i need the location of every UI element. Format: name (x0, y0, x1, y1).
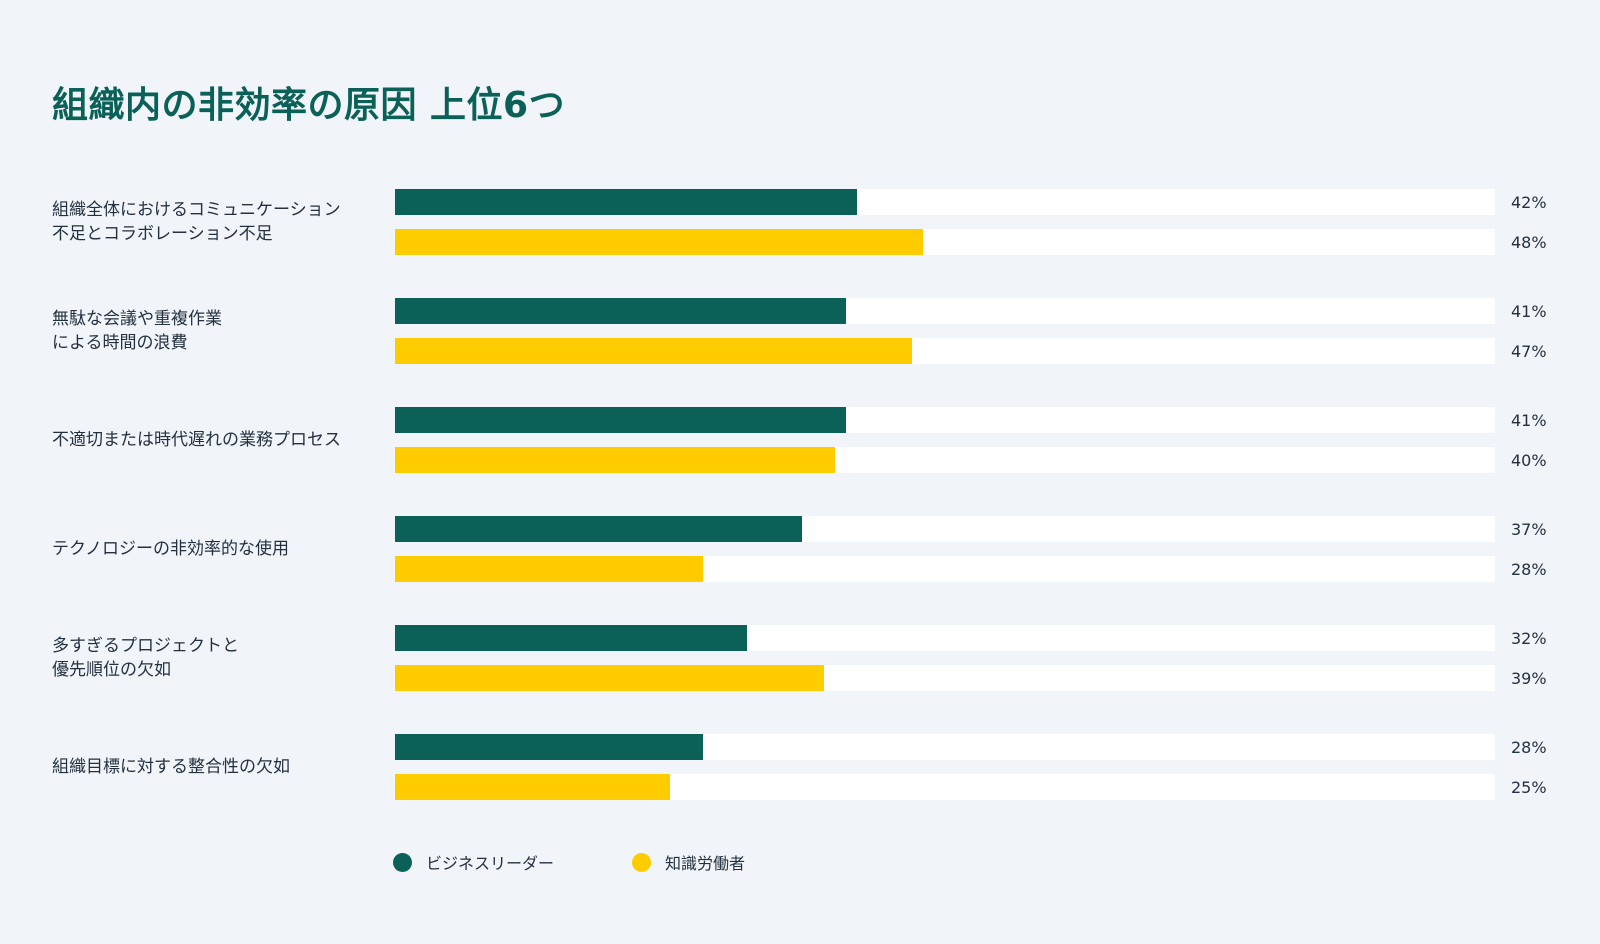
bar-knowledge-workers (395, 338, 912, 364)
bar-knowledge-workers (395, 774, 670, 800)
category-label: 不適切または時代遅れの業務プロセス (52, 430, 341, 450)
bar-business-leaders (395, 734, 703, 760)
data-label: 40% (1511, 451, 1547, 470)
data-label: 47% (1511, 342, 1547, 361)
legend-swatch-knowledge-workers (632, 852, 652, 872)
bar-knowledge-workers (395, 229, 923, 255)
category-label: 多すぎるプロジェクトと 優先順位の欠如 (52, 636, 239, 680)
legend-label-knowledge-workers: 知識労働者 (665, 854, 746, 873)
legend-item-business-leaders: ビジネスリーダー (393, 850, 554, 874)
bar-business-leaders (395, 516, 802, 542)
bar-business-leaders (395, 625, 747, 651)
data-label: 42% (1511, 193, 1547, 212)
data-label: 28% (1511, 560, 1547, 579)
legend-item-knowledge-workers: 知識労働者 (632, 850, 745, 874)
bar-knowledge-workers (395, 447, 835, 473)
category-label: 組織全体におけるコミュニケーション 不足とコラボレーション不足 (52, 200, 341, 244)
legend-label-business-leaders: ビジネスリーダー (426, 854, 555, 873)
legend-swatch-business-leaders (393, 852, 412, 872)
data-label: 41% (1511, 411, 1547, 430)
bar-knowledge-workers (395, 665, 824, 691)
data-label: 39% (1511, 669, 1547, 688)
bar-business-leaders (395, 407, 846, 433)
category-label: 組織目標に対する整合性の欠如 (52, 757, 290, 777)
bar-business-leaders (395, 298, 846, 324)
data-label: 37% (1511, 520, 1547, 539)
data-label: 32% (1511, 629, 1547, 648)
category-label: テクノロジーの非効率的な使用 (52, 539, 289, 559)
data-label: 41% (1511, 302, 1547, 321)
data-label: 25% (1511, 778, 1547, 797)
bar-business-leaders (395, 189, 857, 215)
bar-knowledge-workers (395, 556, 703, 582)
data-label: 28% (1511, 738, 1547, 757)
category-label: 無駄な会議や重複作業 による時間の浪費 (52, 309, 222, 353)
data-label: 48% (1511, 233, 1547, 252)
legend: ビジネスリーダー 知識労働者 (393, 850, 823, 874)
chart-title: 組織内の非効率の原因 上位6つ (52, 85, 566, 126)
